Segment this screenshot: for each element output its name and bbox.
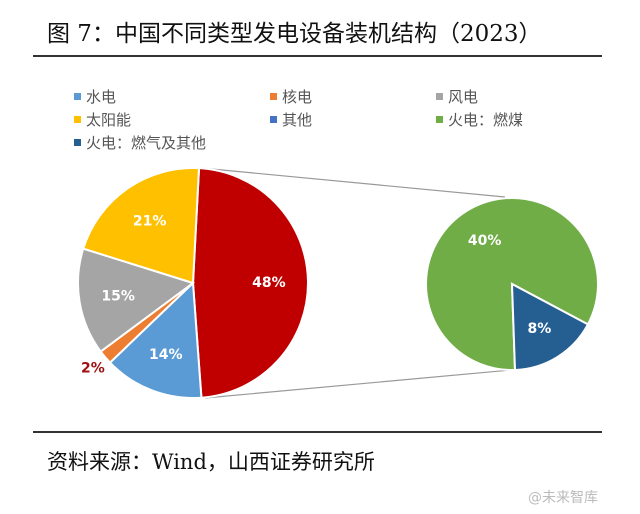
legend-swatch [436, 93, 443, 100]
main-pie-data-label: 48% [252, 275, 286, 291]
legend-item: 火电：燃煤 [436, 109, 523, 130]
legend-label: 火电：燃煤 [448, 111, 524, 129]
main-pie-slice [191, 167, 309, 399]
main-pie-data-label: 2% [81, 361, 105, 377]
legend-swatch [74, 93, 81, 100]
main-pie-data-label: 21% [133, 214, 167, 230]
title-divider [33, 55, 602, 57]
legend-label: 太阳能 [86, 111, 132, 129]
legend-swatch [270, 93, 277, 100]
legend-item: 水电 [74, 86, 116, 107]
main-pie-slice [108, 280, 203, 399]
main-pie-slice [82, 167, 201, 285]
legend-swatch [270, 116, 277, 123]
legend-label: 火电：燃气及其他 [86, 134, 207, 152]
legend-label: 核电 [282, 88, 313, 106]
source-divider [33, 431, 602, 433]
source-note: 资料来源：Wind，山西证券研究所 [47, 450, 375, 474]
legend-swatch [74, 139, 81, 146]
secondary-pie-data-label: 8% [527, 321, 551, 337]
watermark: @未来智库 [528, 490, 598, 506]
legend-item: 风电 [436, 86, 478, 107]
secondary-pie-slice [510, 282, 590, 371]
figure-title: 图 7：中国不同类型发电设备装机结构（2023） [47, 21, 542, 47]
main-pie-data-label: 14% [149, 347, 183, 363]
legend-label: 风电 [448, 88, 479, 106]
legend-swatch [436, 116, 443, 123]
legend-item: 太阳能 [74, 109, 131, 130]
secondary-pie-data-label: 40% [468, 233, 502, 249]
legend-label: 水电 [86, 88, 117, 106]
legend-item: 火电：燃气及其他 [74, 132, 206, 153]
legend-swatch [74, 116, 81, 123]
connector-line-bottom [204, 368, 523, 399]
connector-line-top [200, 167, 506, 198]
legend-item: 核电 [270, 86, 312, 107]
main-pie-data-label: 15% [101, 289, 135, 305]
legend-item: 其他 [270, 109, 312, 130]
legend-label: 其他 [282, 111, 313, 129]
